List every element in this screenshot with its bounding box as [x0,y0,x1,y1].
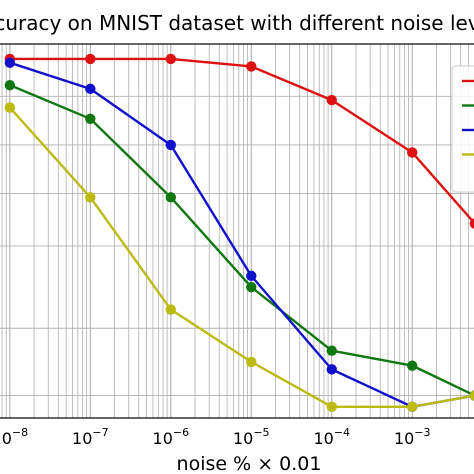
data-point [85,53,96,65]
data-point [4,102,16,113]
data-point [326,94,337,106]
x-tick-label: 10−5 [233,426,270,448]
data-point [469,390,474,401]
x-tick-label: 10−8 [0,426,28,448]
x-tick-label: 10−3 [394,426,431,448]
legend [451,65,474,193]
data-point [85,83,96,95]
chart-title: curacy on MNIST dataset with different n… [0,11,474,35]
grid [0,44,474,418]
data-point [165,192,177,203]
data-point [85,192,96,203]
x-tick-label: 10−7 [72,426,109,448]
data-point [407,401,418,412]
x-tick-label: 10−4 [313,426,350,448]
data-point [165,53,177,65]
data-point [326,401,337,412]
data-point [4,79,16,91]
series-group [4,53,474,412]
x-axis-label: noise % × 0.01 [177,453,322,474]
x-tick-labels: 10−8 10−7 10−6 10−5 10−4 10−3 [0,426,431,448]
data-point [85,113,96,125]
plot-frame [0,43,474,419]
data-point [326,364,337,375]
x-tick-label: 10−6 [153,426,190,448]
data-point [165,139,177,151]
data-point [326,345,337,356]
data-point [407,360,418,371]
data-point [165,304,177,315]
data-point [4,57,16,68]
data-point [246,270,257,282]
data-point [246,356,257,368]
data-point [407,147,418,158]
data-point [246,281,257,293]
data-point [246,61,257,72]
data-point [469,218,474,229]
